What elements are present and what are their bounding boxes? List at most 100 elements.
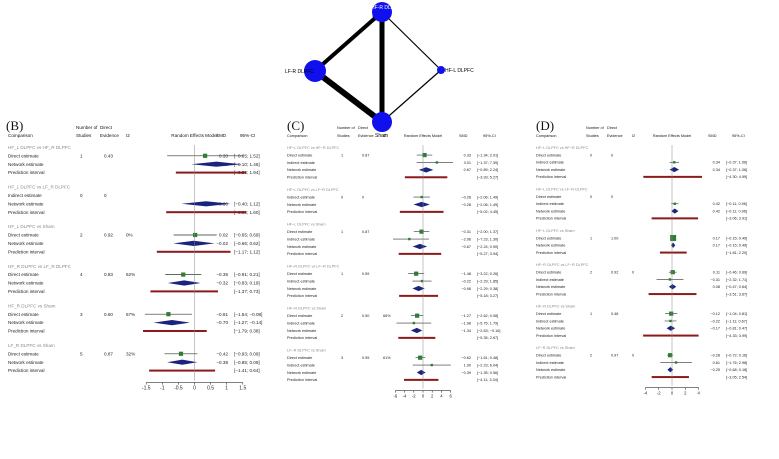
row-label: Direct estimate xyxy=(536,354,561,358)
row-smd: 0.67 xyxy=(464,168,471,172)
group-title: HF−L DLPFC vs HF−R DLPFC xyxy=(536,146,588,150)
prediction-interval-bar xyxy=(643,334,699,337)
estimate-square xyxy=(408,237,411,241)
row-smd: −0.31 xyxy=(710,278,720,282)
row-smd: −2.96 xyxy=(461,237,471,241)
row-ci: [−0.11; 0.96] xyxy=(726,202,747,206)
row-ci: [−0.81; 0.47] xyxy=(726,327,747,331)
estimate-square xyxy=(669,311,674,316)
row-ci: [−4.33; 3.99] xyxy=(726,334,747,338)
x-tick-label: -6 xyxy=(393,394,397,399)
row-direct-evidence: 0 xyxy=(611,153,613,157)
row-ci: [−1.34; 2.01] xyxy=(477,153,498,157)
row-label: Direct estimate xyxy=(536,236,561,240)
row-studies: 1 xyxy=(590,312,592,316)
group-title: HF−R DLPFC vs Sham xyxy=(287,307,326,311)
row-label: Network estimate xyxy=(536,285,565,289)
network-diamond xyxy=(412,243,428,250)
header-model: Random Effects Model xyxy=(653,134,691,138)
x-tick-label: -2 xyxy=(412,394,416,399)
estimate-square xyxy=(203,153,208,158)
row-studies: 2 xyxy=(341,314,343,318)
network-diamond xyxy=(191,161,242,167)
row-ci: [−2.32; 1.71] xyxy=(726,278,747,282)
row-label: Indirect estimate xyxy=(8,193,42,198)
row-studies: 2 xyxy=(590,271,592,275)
row-label: Indirect estimate xyxy=(536,361,564,365)
row-smd: 0.34 xyxy=(713,161,720,165)
node-sham xyxy=(372,112,392,132)
group-title: HF−L DLPFC vs LF−R DLPFC xyxy=(287,188,339,192)
header-studies-1: Number of xyxy=(586,126,605,130)
row-direct-evidence: 0.83 xyxy=(104,272,113,277)
row-direct-evidence: 0 xyxy=(104,193,107,198)
estimate-square xyxy=(669,319,672,323)
x-tick-label: -1 xyxy=(160,386,165,392)
row-smd: 1.90 xyxy=(464,363,471,367)
network-diamond xyxy=(153,319,190,326)
x-tick-label: 0.5 xyxy=(207,386,214,392)
prediction-interval-bar xyxy=(659,251,687,254)
x-tick-label: 6 xyxy=(450,394,453,399)
row-ci: [−0.37; 1.06] xyxy=(726,161,747,165)
row-ci: [−5.18; 3.27] xyxy=(477,294,498,298)
prediction-interval-bar xyxy=(149,369,216,372)
prediction-interval-bar xyxy=(404,176,448,179)
prediction-interval-bar xyxy=(398,336,436,339)
prediction-interval-bar xyxy=(648,293,697,296)
prediction-interval-bar xyxy=(651,376,689,379)
network-diamond xyxy=(666,325,676,331)
row-label: Prediction interval xyxy=(536,175,566,179)
row-i2: 67% xyxy=(126,312,135,317)
row-label: Direct estimate xyxy=(536,195,561,199)
row-direct-evidence: 0.60 xyxy=(104,312,113,317)
row-ci: [−2.63; −0.16] xyxy=(477,329,500,333)
row-ci: [−3.22; 0.26] xyxy=(477,272,498,276)
row-label: Direct estimate xyxy=(287,153,312,157)
row-smd: 0.34 xyxy=(713,168,720,172)
header-smd: SMD xyxy=(459,134,468,138)
group-title: HF−R DLPFC vs LF−R DLPFC xyxy=(536,263,589,267)
row-i2: 62% xyxy=(126,272,135,277)
row-ci: [−0.68; 0.18] xyxy=(726,368,747,372)
row-label: Direct estimate xyxy=(536,312,561,316)
row-label: Direct estimate xyxy=(287,230,312,234)
network-diamond xyxy=(667,367,674,373)
row-i2: 61% xyxy=(383,356,391,360)
row-ci: [−0.15; 0.49] xyxy=(726,244,747,248)
row-label: Indirect estimate xyxy=(287,237,315,241)
group-title: HF_R DLPFC vs LF_R DLPFC xyxy=(8,264,72,269)
row-label: Indirect estimate xyxy=(536,161,564,165)
estimate-square xyxy=(419,229,424,234)
row-label: Network estimate xyxy=(8,281,44,286)
row-ci: [−0.93; 0.09] xyxy=(234,351,260,356)
row-label: Indirect estimate xyxy=(287,161,315,165)
row-smd: −0.02 xyxy=(216,241,228,246)
row-label: Prediction interval xyxy=(536,251,566,255)
row-ci: [−2.62; 0.08] xyxy=(477,314,498,318)
row-ci: [−4.30; 4.99] xyxy=(726,175,747,179)
row-label: Network estimate xyxy=(8,201,44,206)
prediction-interval-bar xyxy=(643,175,702,178)
row-smd: −0.38 xyxy=(216,360,228,365)
forest-plot-c: Comparison Number of Studies Direct Evidence… xyxy=(287,126,500,399)
network-diamond xyxy=(671,242,676,248)
header-i2: I2 xyxy=(126,133,130,138)
row-studies: 4 xyxy=(80,272,83,277)
row-ci: [−3.05; 2.54] xyxy=(726,375,747,379)
node-hf-l-dlpfc xyxy=(437,66,445,74)
row-studies: 1 xyxy=(341,230,343,234)
row-ci: [−0.91; 0.21] xyxy=(234,272,260,277)
prediction-interval-bar xyxy=(398,252,442,255)
header-direct-2: Evidence xyxy=(607,134,623,138)
header-direct-1: Direct xyxy=(100,125,113,130)
panel-label-d: (D) xyxy=(536,118,555,133)
estimate-square xyxy=(181,272,186,277)
row-smd: −0.22 xyxy=(710,319,720,323)
row-i2: 0 xyxy=(632,354,634,358)
header-ci: 95%-CI xyxy=(483,134,496,138)
row-label: Network estimate xyxy=(536,327,565,331)
prediction-interval-bar xyxy=(399,294,439,297)
row-label: Network estimate xyxy=(287,203,316,207)
panel-label-c: (C) xyxy=(287,118,305,133)
